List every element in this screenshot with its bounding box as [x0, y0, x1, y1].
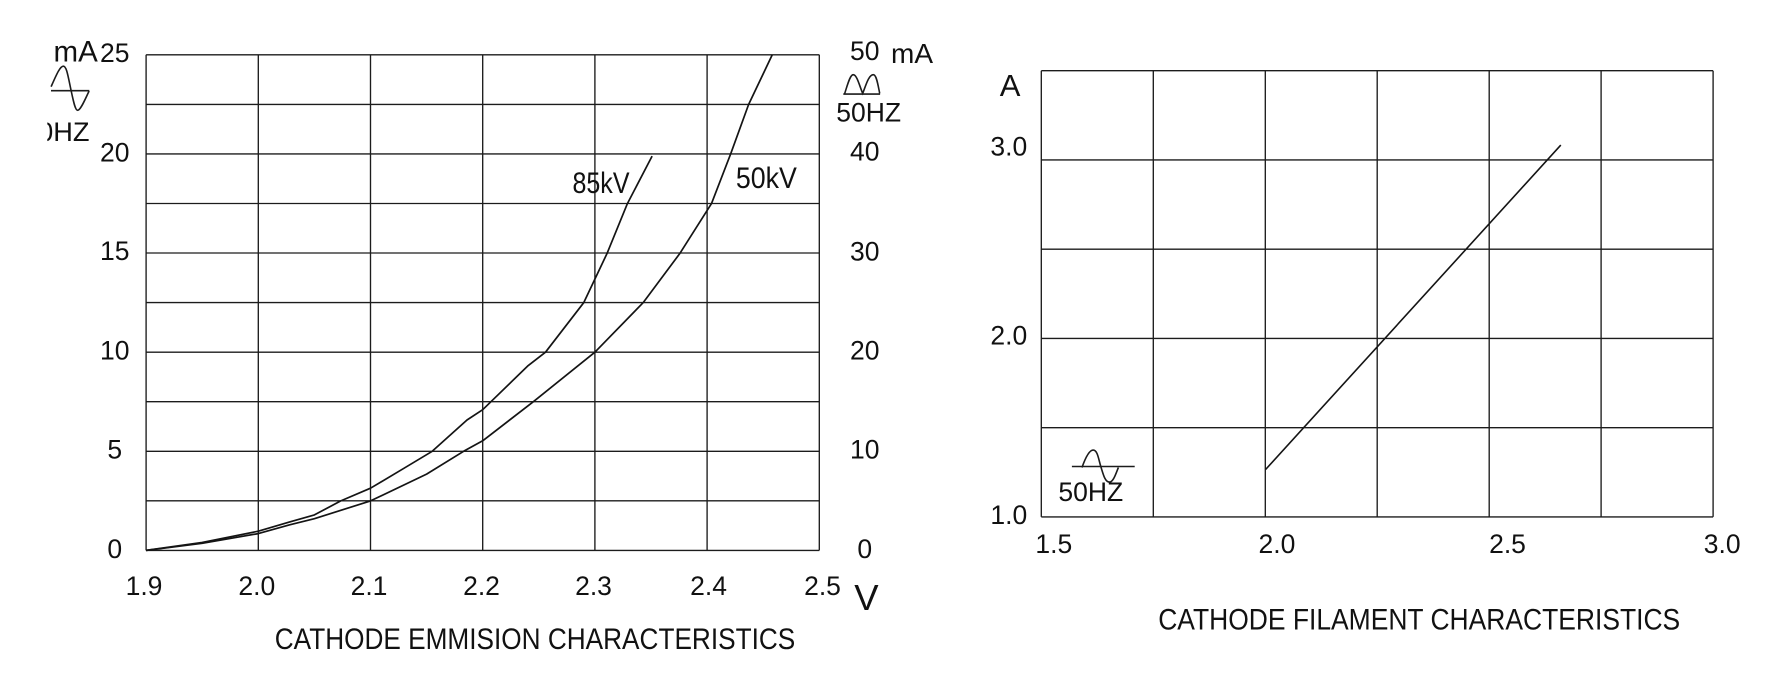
svg-text:3.0: 3.0	[990, 131, 1027, 161]
svg-text:A: A	[1000, 68, 1021, 103]
svg-text:15: 15	[100, 236, 129, 266]
svg-text:50HZ: 50HZ	[23, 117, 90, 147]
svg-text:mA: mA	[891, 38, 933, 69]
svg-text:2.2: 2.2	[463, 571, 500, 601]
svg-text:50kV: 50kV	[736, 162, 797, 195]
svg-text:85kV: 85kV	[573, 167, 630, 200]
svg-text:2.5: 2.5	[1489, 529, 1526, 559]
svg-text:2.3: 2.3	[575, 571, 612, 601]
svg-text:20: 20	[850, 336, 879, 366]
svg-text:V: V	[854, 577, 879, 618]
svg-text:2.0: 2.0	[238, 571, 275, 601]
svg-text:50HZ: 50HZ	[1058, 477, 1123, 507]
svg-text:25: 25	[100, 38, 129, 68]
svg-text:2.0: 2.0	[990, 321, 1027, 351]
svg-text:40: 40	[850, 136, 879, 166]
svg-text:30: 30	[850, 236, 879, 266]
svg-text:0: 0	[107, 534, 122, 564]
svg-text:1.5: 1.5	[1035, 529, 1072, 559]
svg-text:0: 0	[857, 534, 872, 564]
svg-text:CATHODE EMMISION CHARACTERISTI: CATHODE EMMISION CHARACTERISTICS	[275, 623, 796, 656]
svg-text:2.1: 2.1	[351, 571, 388, 601]
svg-text:3.0: 3.0	[1704, 529, 1741, 559]
svg-text:2.4: 2.4	[690, 571, 727, 601]
svg-text:10: 10	[850, 435, 879, 465]
svg-text:10: 10	[100, 336, 129, 366]
svg-text:CATHODE FILAMENT CHARACTERISTI: CATHODE FILAMENT CHARACTERISTICS	[1158, 604, 1680, 637]
svg-text:20: 20	[100, 137, 129, 167]
svg-text:5: 5	[107, 435, 122, 465]
svg-text:2.0: 2.0	[1258, 529, 1295, 559]
svg-text:mA: mA	[54, 36, 99, 69]
svg-text:50: 50	[850, 36, 879, 66]
svg-text:50HZ: 50HZ	[836, 97, 901, 127]
svg-text:2.5: 2.5	[804, 571, 841, 601]
svg-text:1.0: 1.0	[990, 500, 1027, 530]
svg-text:1.9: 1.9	[126, 571, 163, 601]
